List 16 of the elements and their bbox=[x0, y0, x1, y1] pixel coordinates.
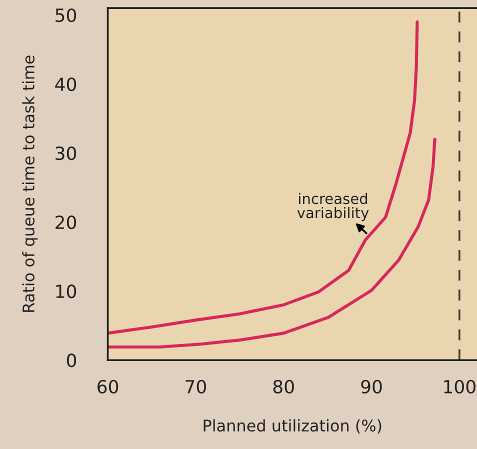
y-tick-label: 40 bbox=[55, 77, 76, 92]
x-axis-title: Planned utilization (%) bbox=[204, 419, 382, 434]
y-tick-label: 30 bbox=[56, 146, 76, 160]
y-axis-title: Ratio of queue time to task time bbox=[22, 56, 38, 312]
x-tick-label: 100 bbox=[444, 380, 476, 394]
x-tick-label: 80 bbox=[273, 380, 294, 394]
x-tick-label: 60 bbox=[98, 380, 118, 394]
line-series bbox=[108, 138, 436, 349]
annotation: increased variability bbox=[297, 192, 369, 222]
y-tick-label: 10 bbox=[56, 284, 76, 298]
x-tick-label: 70 bbox=[186, 380, 206, 394]
y-tick-label: 20 bbox=[56, 216, 76, 230]
y-tick-label: 50 bbox=[56, 8, 76, 22]
y-tick-label: 0 bbox=[66, 354, 76, 368]
line-series bbox=[108, 20, 419, 335]
x-tick-label: 90 bbox=[361, 380, 382, 394]
